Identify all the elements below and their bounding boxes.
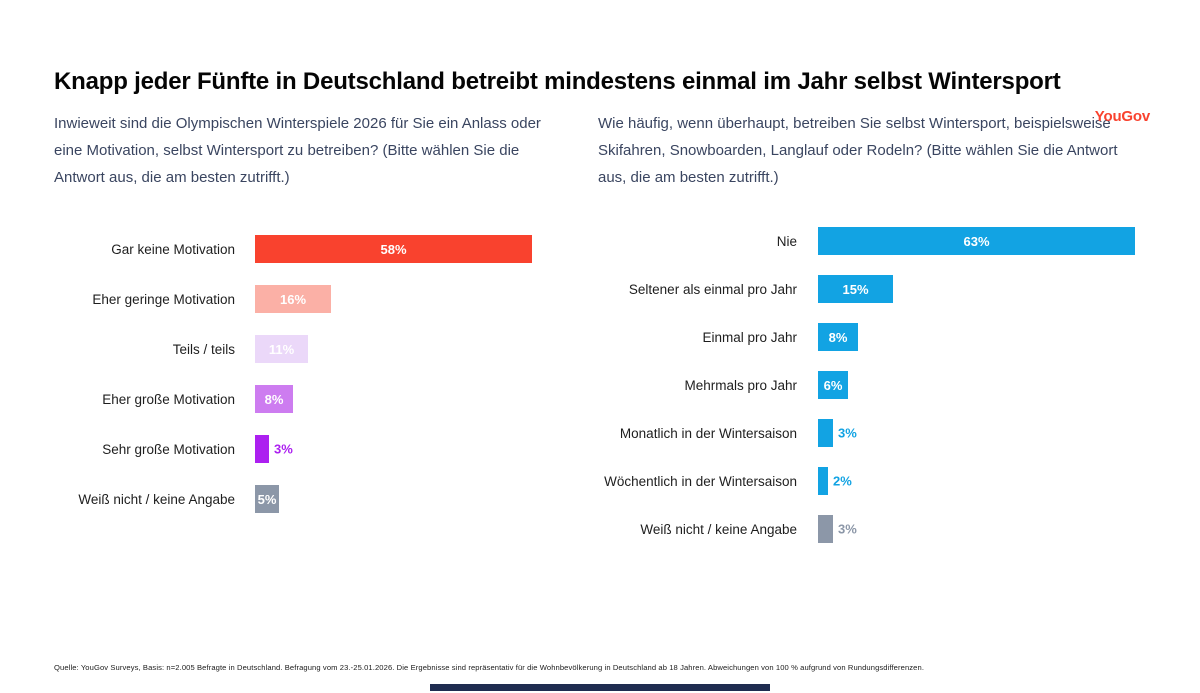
bar-track: 8% — [255, 385, 572, 413]
bar-track: 8% — [818, 323, 1146, 351]
category-label: Eher große Motivation — [102, 391, 235, 407]
bar: 6% — [818, 371, 848, 399]
bar — [818, 515, 833, 543]
bar-track: 2% — [818, 467, 1146, 495]
category-label: Weiß nicht / keine Angabe — [78, 491, 235, 507]
bar — [818, 419, 833, 447]
bar-row: Monatlich in der Wintersaison 3% — [598, 419, 1146, 447]
bar — [255, 435, 269, 463]
left-chart-column: Inwieweit sind die Olympischen Winterspi… — [54, 110, 572, 563]
category-label: Sehr große Motivation — [102, 441, 235, 457]
bar-track: 16% — [255, 285, 572, 313]
bar: 63% — [818, 227, 1135, 255]
page-title: Knapp jeder Fünfte in Deutschland betrei… — [54, 68, 1061, 95]
category-label: Seltener als einmal pro Jahr — [628, 281, 797, 297]
value-label: 5% — [257, 491, 277, 507]
motivation-bar-chart: Gar keine Motivation 58% Eher geringe Moti… — [54, 235, 572, 513]
charts-container: Inwieweit sind die Olympischen Winterspi… — [54, 110, 1146, 563]
bar: 11% — [255, 335, 308, 363]
bar: 15% — [818, 275, 893, 303]
bar-row: Teils / teils 11% — [54, 335, 572, 363]
category-label: Weiß nicht / keine Angabe — [640, 521, 797, 537]
yougov-logo: YouGov — [1094, 108, 1150, 125]
value-label: 8% — [828, 329, 848, 345]
value-label: 15% — [842, 281, 869, 297]
bar-row: Mehrmals pro Jahr 6% — [598, 371, 1146, 399]
bar-row: Gar keine Motivation 58% — [54, 235, 572, 263]
category-label: Monatlich in der Wintersaison — [619, 425, 797, 441]
bar-row: Wöchentlich in der Wintersaison 2% — [598, 467, 1146, 495]
bar-track: 6% — [818, 371, 1146, 399]
right-chart-question: Wie häufig, wenn überhaupt, betreiben Si… — [598, 115, 1118, 186]
bar: 58% — [255, 235, 532, 263]
bar-track: 3% — [255, 435, 572, 463]
bar-row: Nie 63% — [598, 227, 1146, 255]
category-label: Eher geringe Motivation — [92, 291, 235, 307]
frequency-bar-chart: Nie 63% Seltener als einmal pro Jahr 15% Ein… — [598, 227, 1146, 543]
category-label: Wöchentlich in der Wintersaison — [604, 473, 797, 489]
bar-track: 3% — [818, 419, 1146, 447]
category-label: Gar keine Motivation — [111, 241, 235, 257]
source-note: Quelle: YouGov Surveys, Basis: n=2.005 B… — [54, 663, 925, 672]
bar-row: Eher große Motivation 8% — [54, 385, 572, 413]
value-label: 3% — [838, 521, 857, 537]
bar-track: 58% — [255, 235, 572, 263]
value-label: 8% — [264, 391, 284, 407]
value-label: 63% — [963, 233, 990, 249]
bar-row: Weiß nicht / keine Angabe 3% — [598, 515, 1146, 543]
left-chart-question: Inwieweit sind die Olympischen Winterspi… — [54, 115, 541, 186]
bar: 8% — [255, 385, 293, 413]
bar-track: 15% — [818, 275, 1146, 303]
value-label: 3% — [274, 441, 293, 457]
bar: 8% — [818, 323, 858, 351]
category-label: Einmal pro Jahr — [702, 329, 797, 345]
right-chart-column: Wie häufig, wenn überhaupt, betreiben Si… — [598, 110, 1146, 563]
bar-row: Sehr große Motivation 3% — [54, 435, 572, 463]
bar-track: 63% — [818, 227, 1146, 255]
bar-track: 11% — [255, 335, 572, 363]
value-label: 58% — [380, 241, 407, 257]
bar-track: 5% — [255, 485, 572, 513]
bar — [818, 467, 828, 495]
bar-row: Weiß nicht / keine Angabe 5% — [54, 485, 572, 513]
value-label: 3% — [838, 425, 857, 441]
bar-row: Eher geringe Motivation 16% — [54, 285, 572, 313]
value-label: 16% — [279, 291, 307, 307]
bar-row: Einmal pro Jahr 8% — [598, 323, 1146, 351]
bar-track: 3% — [818, 515, 1146, 543]
bar: 5% — [255, 485, 279, 513]
category-label: Nie — [776, 233, 797, 249]
bar: 16% — [255, 285, 331, 313]
slide-footer-bar — [430, 684, 770, 691]
value-label: 2% — [833, 473, 852, 489]
value-label: 11% — [268, 341, 295, 357]
category-label: Mehrmals pro Jahr — [684, 377, 797, 393]
bar-row: Seltener als einmal pro Jahr 15% — [598, 275, 1146, 303]
category-label: Teils / teils — [172, 341, 235, 357]
value-label: 6% — [823, 377, 843, 393]
